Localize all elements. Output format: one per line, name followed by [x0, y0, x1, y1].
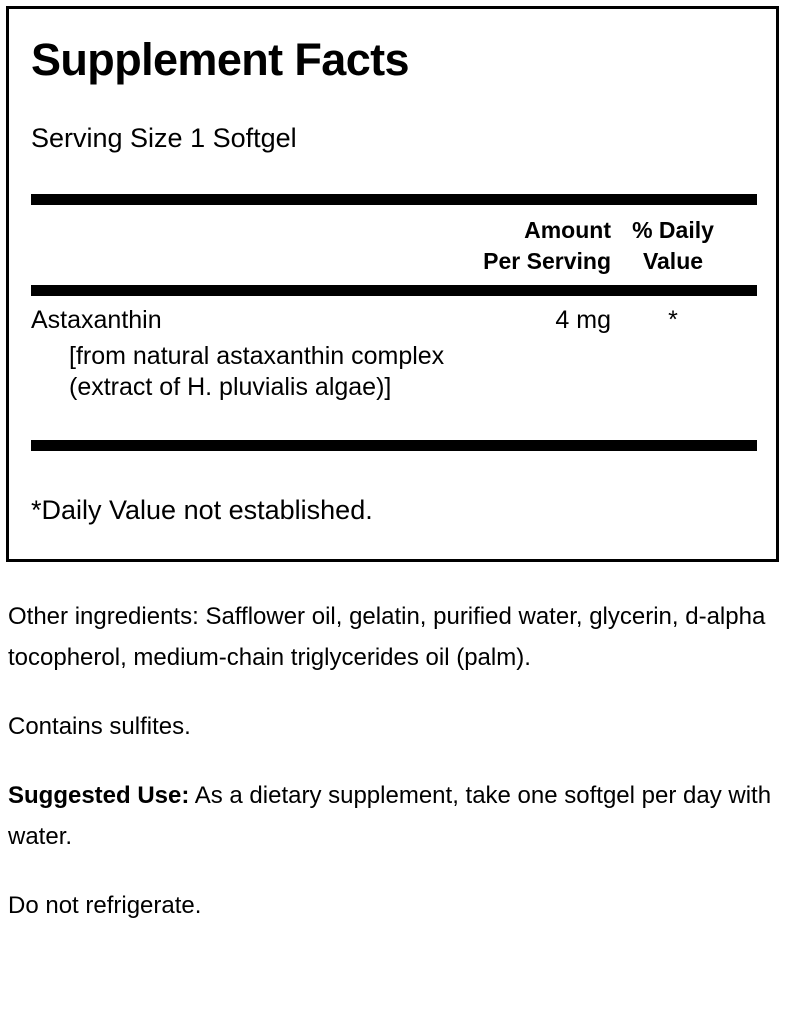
column-header-daily-value: % Daily Value: [611, 215, 735, 277]
suggested-use-paragraph: Suggested Use: As a dietary supplement, …: [8, 775, 772, 857]
table-row: Astaxanthin [from natural astaxanthin co…: [31, 308, 757, 436]
nutrient-daily-value: *: [668, 306, 678, 334]
daily-value-footnote: *Daily Value not established.: [31, 495, 373, 525]
amount-header-line-1: Amount: [524, 217, 611, 243]
column-header-amount-per-serving: Amount Per Serving: [351, 215, 611, 277]
amount-header-line-2: Per Serving: [483, 248, 611, 274]
other-ingredients-paragraph: Other ingredients: Safflower oil, gelati…: [8, 603, 766, 671]
nutrient-source-description: [from natural astaxanthin complex (extra…: [69, 342, 445, 401]
nutrient-amount-per-serving: 4 mg: [555, 306, 611, 334]
daily-value-header-line-2: Value: [642, 248, 704, 274]
contains-allergen-statement: Contains sulfites.: [8, 713, 191, 740]
page-title: Supplement Facts: [31, 34, 410, 85]
suggested-use-text: As a dietary supplement, take one softge…: [8, 782, 772, 850]
supplement-facts-panel: Supplement Facts Serving Size 1 Softgel …: [6, 6, 779, 562]
storage-instruction: Do not refrigerate.: [8, 892, 202, 919]
label-body-copy: Other ingredients: Safflower oil, gelati…: [8, 596, 772, 926]
divider-rule-middle: [31, 285, 757, 296]
divider-rule-bottom: [31, 440, 757, 451]
supplement-facts-inner: Supplement Facts Serving Size 1 Softgel …: [31, 9, 757, 559]
column-headers: Amount Per Serving % Daily Value: [31, 215, 757, 279]
daily-value-header-line-1: % Daily: [632, 217, 714, 243]
divider-rule-top: [31, 194, 757, 205]
suggested-use-label: Suggested Use:: [8, 782, 190, 809]
nutrient-name: Astaxanthin: [31, 306, 162, 334]
serving-size-text: Serving Size 1 Softgel: [31, 123, 297, 153]
